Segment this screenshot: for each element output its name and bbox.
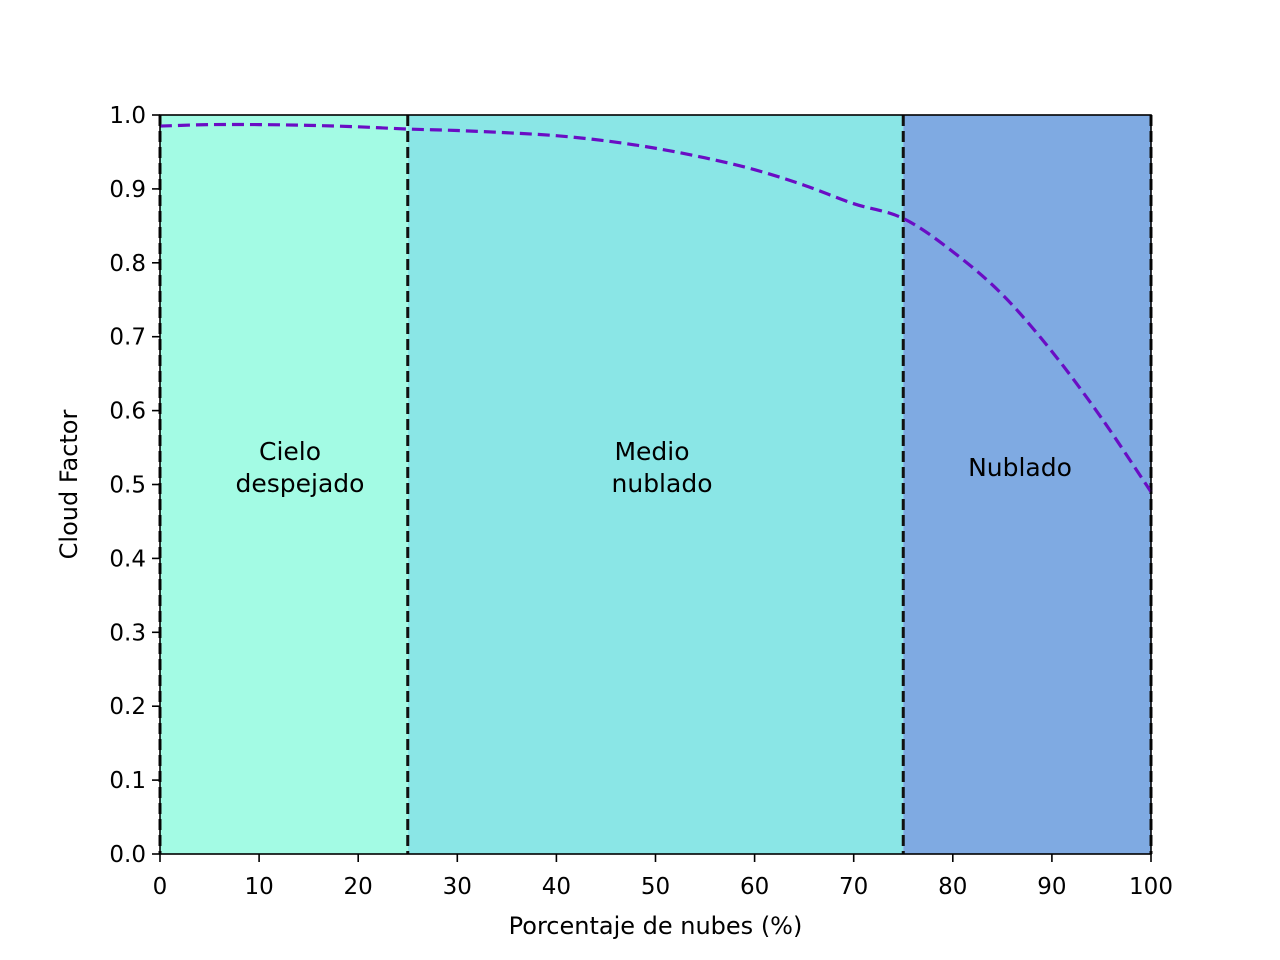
x-tick-label: 50 bbox=[641, 874, 670, 900]
y-tick-label: 0.7 bbox=[109, 325, 146, 351]
region-labels: Cielo despejado Medio nublado Nublado bbox=[236, 437, 1072, 498]
y-tick-label: 0.6 bbox=[109, 399, 146, 425]
y-tick-label: 1.0 bbox=[109, 103, 146, 129]
x-tick-label: 100 bbox=[1129, 874, 1173, 900]
region-label: Nublado bbox=[968, 453, 1072, 482]
y-tick-label: 0.5 bbox=[109, 473, 146, 499]
x-tick-label: 80 bbox=[938, 874, 967, 900]
x-tick-label: 90 bbox=[1037, 874, 1066, 900]
x-tick-label: 20 bbox=[344, 874, 373, 900]
series-line bbox=[159, 122, 1153, 493]
x-tick-label: 40 bbox=[542, 874, 571, 900]
region-band bbox=[160, 115, 408, 854]
x-axis-label: Porcentaje de nubes (%) bbox=[509, 912, 803, 940]
region-label: Medio bbox=[614, 437, 689, 466]
region-band bbox=[903, 115, 1151, 854]
y-tick-label: 0.3 bbox=[109, 620, 146, 646]
y-tick-label: 0.1 bbox=[109, 768, 146, 794]
region-bands bbox=[160, 115, 1151, 854]
y-tick-label: 0.9 bbox=[109, 177, 146, 203]
region-label: nublado bbox=[612, 469, 713, 498]
y-axis-label: Cloud Factor bbox=[55, 410, 83, 560]
region-label: despejado bbox=[236, 469, 365, 498]
series-layer bbox=[159, 122, 1153, 493]
x-tick-label: 60 bbox=[740, 874, 769, 900]
x-tick-label: 10 bbox=[244, 874, 273, 900]
y-axis-ticks: 0.0 0.1 0.2 0.3 0.4 0.5 0.6 0.7 0.8 0.9 1.0 bbox=[109, 103, 160, 868]
x-tick-label: 70 bbox=[839, 874, 868, 900]
y-tick-label: 0.2 bbox=[109, 694, 146, 720]
x-tick-label: 30 bbox=[443, 874, 472, 900]
region-label: Cielo bbox=[259, 437, 321, 466]
region-band bbox=[407, 115, 904, 854]
x-tick-label: 0 bbox=[153, 874, 168, 900]
y-tick-label: 0.8 bbox=[109, 251, 146, 277]
x-axis-ticks: 0 10 20 30 40 50 60 70 80 90 100 bbox=[153, 854, 1173, 900]
y-tick-label: 0.4 bbox=[109, 546, 146, 572]
y-tick-label: 0.0 bbox=[109, 842, 146, 868]
